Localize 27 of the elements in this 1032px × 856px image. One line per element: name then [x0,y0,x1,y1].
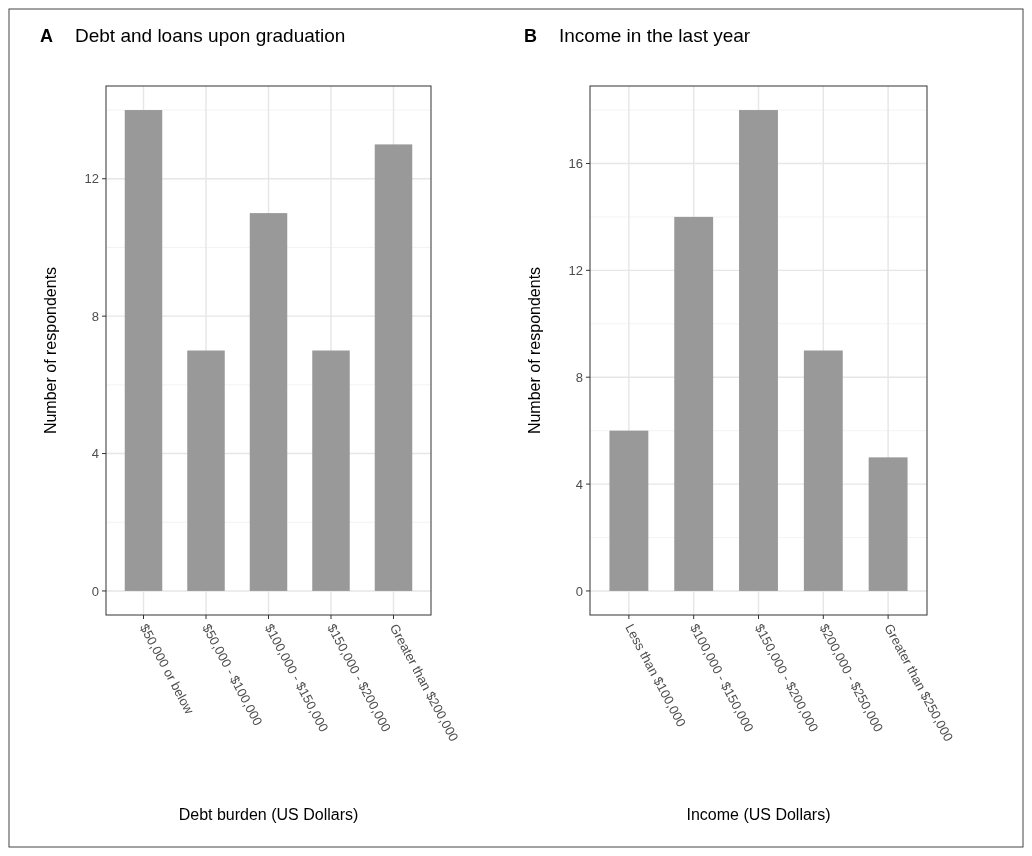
bar [312,350,350,591]
y-tick-label: 16 [568,156,583,172]
y-axis-title: Number of respondents [526,266,543,435]
y-tick-label: 4 [91,446,99,462]
text: B [524,26,537,46]
bar [374,144,413,591]
bar [187,350,225,591]
bar [609,430,649,591]
text: A [40,26,53,46]
bar [674,216,714,591]
y-tick-label: 8 [91,308,99,324]
bar [124,110,163,591]
x-axis-title: Income (US Dollars) [686,806,831,823]
y-axis-title: Number of respondents [42,266,59,435]
y-tick-label: 0 [575,583,583,599]
bar [868,457,908,591]
bar [803,350,843,591]
y-tick-label: 12 [84,171,99,187]
bar [249,213,288,591]
x-axis-title: Debt burden (US Dollars) [178,806,359,823]
chart-title: Debt and loans upon graduation [75,25,346,46]
chart-title: Income in the last year [559,25,751,46]
y-tick-label: 8 [575,369,583,385]
y-tick-label: 0 [91,583,99,599]
bar [739,110,778,591]
y-tick-label: 4 [575,476,583,492]
y-tick-label: 12 [568,262,583,278]
